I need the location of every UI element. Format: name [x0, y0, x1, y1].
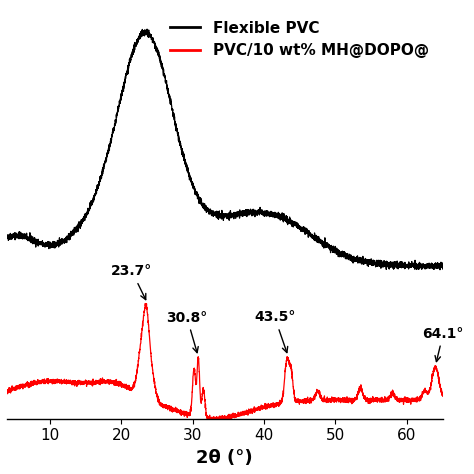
Text: 64.1°: 64.1°: [422, 327, 464, 362]
Text: 30.8°: 30.8°: [166, 310, 208, 353]
Text: 23.7°: 23.7°: [111, 264, 153, 300]
X-axis label: 2θ (°): 2θ (°): [196, 449, 253, 467]
Legend: Flexible PVC, PVC/10 wt% MH@DOPO@: Flexible PVC, PVC/10 wt% MH@DOPO@: [164, 15, 435, 64]
Text: 43.5°: 43.5°: [254, 310, 295, 353]
